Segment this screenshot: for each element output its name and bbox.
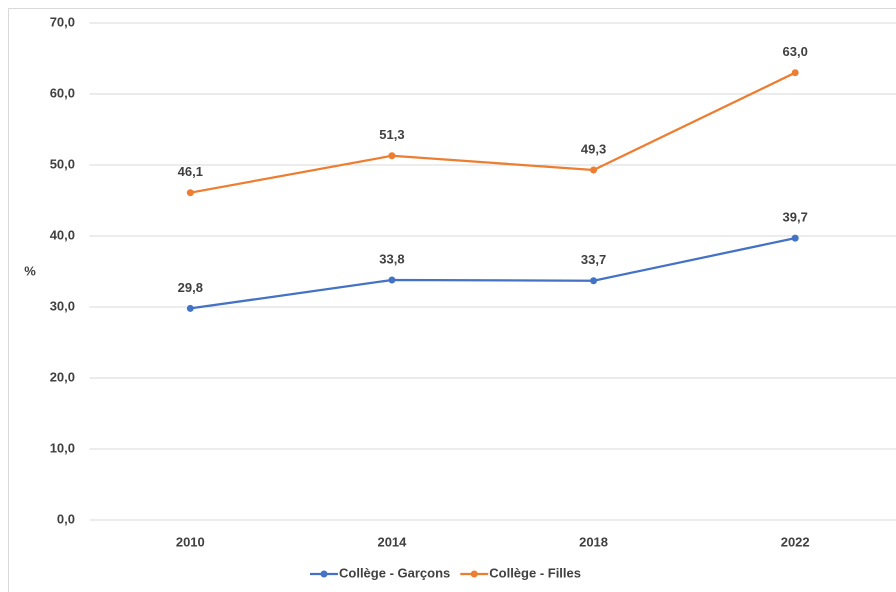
data-label: 33,7 bbox=[581, 252, 606, 267]
x-tick-label: 2018 bbox=[579, 534, 608, 549]
y-tick-label: 70,0 bbox=[50, 14, 75, 29]
y-tick-label: 20,0 bbox=[50, 369, 75, 384]
data-point bbox=[186, 304, 194, 312]
y-tick-label: 60,0 bbox=[50, 85, 75, 100]
y-axis-label: % bbox=[24, 263, 36, 278]
legend-label: Collège - Garçons bbox=[339, 565, 450, 580]
chart-border bbox=[8, 8, 896, 592]
y-tick-label: 30,0 bbox=[50, 298, 75, 313]
series-line bbox=[190, 237, 796, 310]
data-point bbox=[791, 234, 799, 242]
x-tick-label: 2022 bbox=[781, 534, 810, 549]
legend-marker bbox=[470, 570, 478, 578]
y-tick-label: 10,0 bbox=[50, 440, 75, 455]
data-point bbox=[791, 69, 799, 77]
data-point bbox=[186, 189, 194, 197]
series-line bbox=[190, 71, 796, 194]
data-label: 33,8 bbox=[379, 251, 404, 266]
data-label: 49,3 bbox=[581, 141, 606, 156]
data-point bbox=[388, 276, 396, 284]
data-label: 63,0 bbox=[783, 44, 808, 59]
data-label: 29,8 bbox=[178, 280, 203, 295]
data-label: 46,1 bbox=[178, 164, 203, 179]
data-point bbox=[590, 277, 598, 285]
x-tick-label: 2014 bbox=[377, 534, 407, 549]
legend-marker bbox=[320, 570, 328, 578]
legend-label: Collège - Filles bbox=[489, 565, 581, 580]
y-tick-label: 50,0 bbox=[50, 156, 75, 171]
data-label: 39,7 bbox=[783, 210, 808, 225]
data-point bbox=[388, 152, 396, 160]
y-tick-label: 0,0 bbox=[57, 511, 75, 526]
data-label: 51,3 bbox=[379, 127, 404, 142]
data-point bbox=[590, 166, 598, 174]
y-tick-label: 40,0 bbox=[50, 227, 75, 242]
x-tick-label: 2010 bbox=[176, 534, 205, 549]
